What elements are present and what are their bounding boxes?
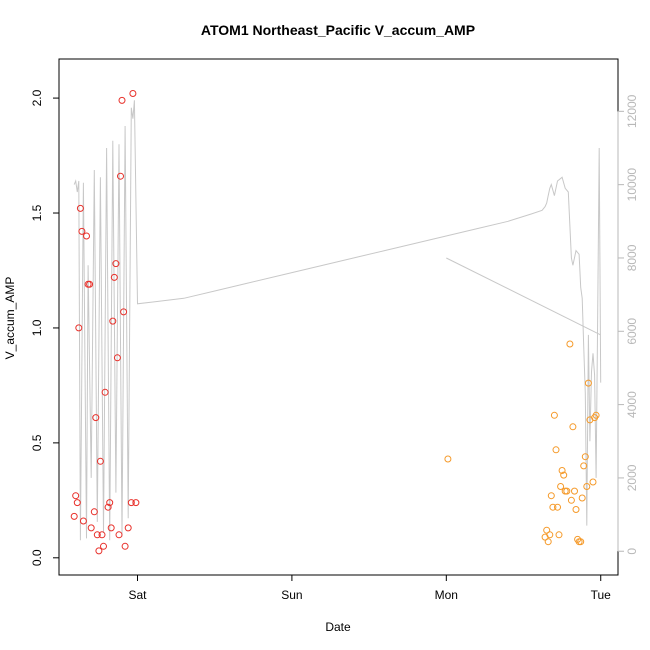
data-point-s2 xyxy=(589,478,597,486)
y2-tick-label: 4000 xyxy=(625,391,639,418)
data-point-s1 xyxy=(109,317,117,325)
data-point-s1 xyxy=(117,172,124,180)
data-point-s1 xyxy=(87,524,95,532)
data-point-s1 xyxy=(129,90,137,97)
data-point-s1 xyxy=(124,524,132,532)
data-point-s2 xyxy=(572,506,580,513)
data-point-s1 xyxy=(101,388,109,396)
data-point-s2 xyxy=(583,483,591,490)
y-tick-label: 0.0 xyxy=(30,549,44,566)
plot-frame xyxy=(58,58,619,576)
y-axis-label: V_accum_AMP xyxy=(3,277,17,360)
data-point-s1 xyxy=(75,324,83,332)
data-point-s1 xyxy=(79,517,87,525)
data-point-s1 xyxy=(72,492,80,500)
data-point-s2 xyxy=(563,487,571,495)
data-point-s1 xyxy=(70,512,78,520)
y-tick-label: 2.0 xyxy=(30,89,44,106)
data-point-s2 xyxy=(549,503,557,511)
data-point-s1 xyxy=(118,96,126,104)
data-point-s1 xyxy=(86,280,94,288)
data-point-s2 xyxy=(557,483,565,490)
data-point-s1 xyxy=(76,204,84,212)
data-point-s1 xyxy=(90,508,98,516)
y2-tick-label: 6000 xyxy=(625,318,639,345)
data-point-s1 xyxy=(106,499,114,507)
line-series-2 xyxy=(446,257,601,336)
data-point-s2 xyxy=(581,453,589,461)
data-point-s2 xyxy=(544,538,552,546)
data-point-s1 xyxy=(73,499,81,507)
axis-layer: Sat Sun Mon Tue 0.0 0.5 1.0 1.5 2.0 0 2000 4000 6000… xyxy=(30,89,639,602)
data-point-s2 xyxy=(584,379,592,387)
data-point-s1 xyxy=(112,260,120,268)
y-tick-label: 1.0 xyxy=(30,319,44,336)
data-point-s2 xyxy=(578,494,586,502)
data-point-s1 xyxy=(121,542,129,550)
data-point-s2 xyxy=(560,471,568,479)
y2-tick-label: 12000 xyxy=(625,94,639,128)
data-point-s2 xyxy=(580,462,588,470)
data-point-s2 xyxy=(566,340,574,348)
data-point-s2 xyxy=(571,487,578,495)
data-point-s1 xyxy=(83,232,90,240)
data-point-s1 xyxy=(95,547,103,555)
data-point-s2 xyxy=(577,538,585,546)
data-point-s1 xyxy=(100,542,107,550)
point-layer xyxy=(70,90,600,555)
x-tick-label: Tue xyxy=(591,588,612,602)
line-series-1 xyxy=(73,100,602,541)
data-point-s1 xyxy=(113,354,121,362)
data-point-s1 xyxy=(107,524,115,532)
data-point-s2 xyxy=(569,423,577,431)
data-point-s1 xyxy=(115,531,123,539)
line-layer xyxy=(73,100,602,541)
data-point-s1 xyxy=(96,457,104,465)
data-point-s1 xyxy=(93,531,101,539)
y2-tick-label: 2000 xyxy=(625,464,639,491)
x-tick-label: Sat xyxy=(128,588,147,602)
data-point-s2 xyxy=(552,446,560,454)
y2-tick-label: 8000 xyxy=(625,244,639,271)
data-point-s2 xyxy=(546,531,554,539)
y2-tick-label: 0 xyxy=(625,548,639,555)
data-point-s2 xyxy=(547,492,555,500)
data-point-s1 xyxy=(92,414,100,422)
data-point-s2 xyxy=(555,531,563,539)
y2-tick-label: 10000 xyxy=(625,168,639,202)
data-point-s1 xyxy=(98,531,106,539)
x-axis-label: Date xyxy=(325,620,351,634)
data-point-s1 xyxy=(127,499,135,507)
data-point-s2 xyxy=(592,411,600,419)
y-tick-label: 1.5 xyxy=(30,204,44,221)
data-point-s2 xyxy=(550,411,558,419)
data-point-s1 xyxy=(120,308,128,316)
x-tick-label: Sun xyxy=(281,588,302,602)
data-point-s2 xyxy=(558,467,566,474)
data-point-s1 xyxy=(104,503,112,511)
data-point-s1 xyxy=(132,499,140,507)
data-point-s2 xyxy=(444,455,452,463)
chart-title: ATOM1 Northeast_Pacific V_accum_AMP xyxy=(201,22,475,38)
data-point-s1 xyxy=(78,227,86,235)
data-point-s1 xyxy=(110,273,118,281)
data-point-s2 xyxy=(554,503,561,511)
data-point-s2 xyxy=(567,496,575,504)
y-tick-label: 0.5 xyxy=(30,434,44,451)
x-tick-label: Mon xyxy=(435,588,458,602)
